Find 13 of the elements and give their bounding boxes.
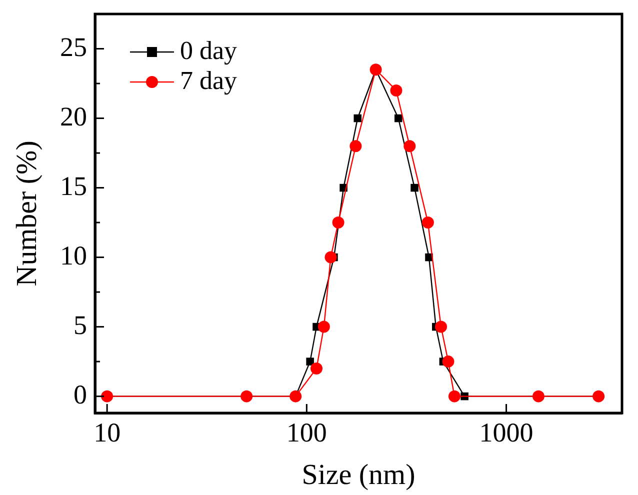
- y-axis-title: Number (%): [11, 140, 44, 286]
- x-tick-label: 1000: [479, 418, 534, 448]
- x-tick-label: 10: [94, 418, 121, 448]
- y-tick-label: 5: [74, 310, 87, 340]
- y-tick-label: 10: [60, 240, 87, 270]
- x-axis-title: Size (nm): [302, 459, 416, 492]
- y-tick-label: 25: [60, 32, 87, 62]
- y-tick-label: 0: [74, 379, 87, 410]
- x-tick-label: 100: [286, 418, 327, 448]
- legend-label: 7 day: [180, 66, 238, 95]
- legend-label: 0 day: [180, 36, 238, 65]
- y-tick-label: 15: [60, 170, 87, 201]
- y-tick-label: 20: [60, 101, 87, 132]
